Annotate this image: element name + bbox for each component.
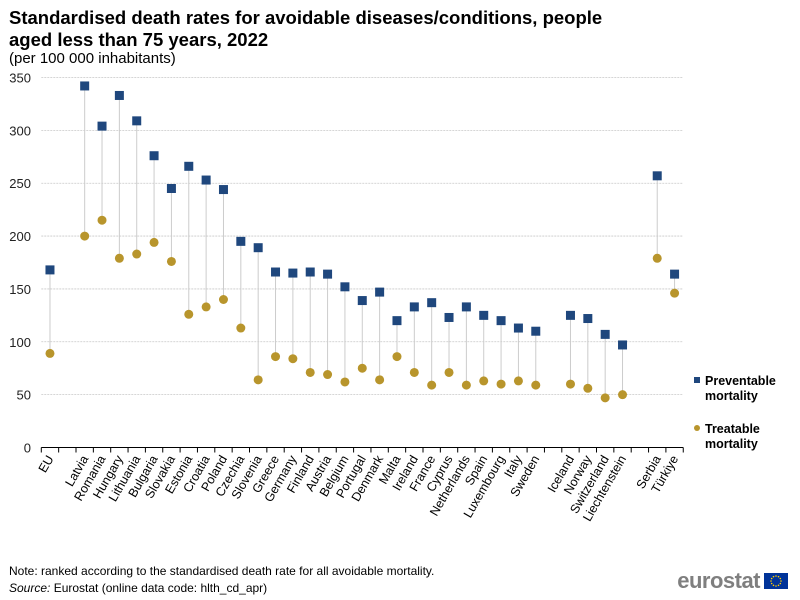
preventable-point — [479, 310, 489, 320]
preventable-point — [583, 314, 593, 324]
chart-source: Source: Eurostat (online data code: hlth… — [9, 581, 267, 595]
preventable-point — [461, 302, 471, 312]
y-tick-label: 0 — [24, 441, 31, 456]
eu-flag-icon — [764, 573, 788, 589]
treatable-point — [618, 390, 628, 400]
y-tick-label: 150 — [9, 282, 31, 297]
preventable-point — [323, 269, 333, 279]
treatable-point — [218, 295, 228, 304]
y-tick-label: 50 — [17, 388, 31, 403]
treatable-point — [80, 231, 90, 241]
preventable-point — [166, 184, 176, 193]
treatable-point — [305, 367, 315, 377]
preventable-point — [340, 282, 350, 292]
eurostat-logo: eurostat — [677, 568, 788, 594]
preventable-point — [114, 90, 124, 100]
treatable-point — [600, 393, 610, 403]
preventable-point — [375, 287, 385, 297]
preventable-point — [288, 268, 298, 278]
preventable-point — [236, 236, 246, 246]
treatable-point — [236, 323, 246, 333]
preventable-point — [271, 267, 281, 277]
treatable-point — [166, 256, 176, 266]
treatable-point — [496, 379, 506, 389]
chart-subtitle: (per 100 000 inhabitants) — [9, 50, 176, 67]
legend-treatable-marker — [694, 425, 700, 431]
treatable-point — [97, 215, 107, 225]
preventable-point — [670, 269, 680, 279]
preventable-point — [357, 296, 367, 306]
preventable-point — [444, 312, 454, 322]
legend-preventable-label: Preventable mortality — [705, 374, 776, 403]
preventable-point — [427, 298, 437, 308]
preventable-point — [565, 310, 575, 320]
treatable-point — [652, 253, 662, 263]
legend-treatable-label: Treatable mortality — [705, 422, 760, 451]
y-tick-label: 300 — [9, 123, 31, 138]
treatable-point — [114, 253, 124, 263]
preventable-point — [149, 151, 159, 161]
treatable-point — [132, 249, 142, 259]
preventable-point — [253, 243, 263, 253]
preventable-point — [531, 326, 541, 336]
source-label: Source: — [9, 581, 51, 595]
treatable-point — [375, 375, 385, 385]
treatable-point — [409, 367, 419, 377]
chart-title: Standardised death rates for avoidable d… — [9, 7, 603, 50]
preventable-point — [652, 171, 662, 181]
treatable-point — [271, 352, 281, 362]
treatable-point — [253, 375, 263, 385]
y-tick-label: 100 — [9, 335, 31, 350]
treatable-point — [583, 383, 593, 393]
preventable-point — [513, 323, 523, 333]
treatable-point — [201, 302, 211, 312]
treatable-point — [427, 380, 437, 390]
treatable-point — [461, 380, 471, 390]
treatable-point — [531, 380, 541, 390]
treatable-point — [565, 379, 575, 389]
preventable-point — [305, 267, 315, 277]
preventable-point — [80, 81, 90, 91]
treatable-point — [288, 354, 298, 364]
treatable-point — [670, 288, 680, 298]
preventable-point — [600, 329, 610, 339]
logo-text: eurostat — [677, 568, 760, 593]
y-tick-label: 250 — [9, 176, 31, 191]
treatable-point — [340, 377, 350, 387]
y-tick-label: 350 — [9, 71, 31, 86]
treatable-point — [323, 370, 333, 380]
treatable-point — [392, 352, 402, 362]
preventable-point — [45, 265, 55, 275]
x-tick-label: EU — [36, 453, 57, 475]
preventable-point — [496, 316, 506, 326]
preventable-point — [618, 340, 628, 350]
treatable-point — [479, 376, 489, 386]
preventable-point — [201, 175, 211, 185]
y-tick-label: 200 — [9, 229, 31, 244]
treatable-point — [149, 237, 159, 247]
treatable-point — [513, 376, 523, 386]
legend-preventable-marker — [694, 377, 700, 383]
chart-note: Note: ranked according to the standardis… — [9, 564, 435, 578]
preventable-point — [392, 316, 402, 326]
preventable-point — [409, 302, 419, 312]
treatable-point — [45, 348, 55, 358]
source-text: Eurostat (online data code: hlth_cd_apr) — [50, 581, 268, 595]
preventable-point — [132, 116, 142, 126]
treatable-point — [184, 309, 194, 319]
treatable-point — [357, 363, 367, 373]
preventable-point — [218, 185, 228, 195]
preventable-point — [97, 121, 107, 131]
treatable-point — [444, 367, 454, 377]
preventable-point — [184, 161, 194, 171]
